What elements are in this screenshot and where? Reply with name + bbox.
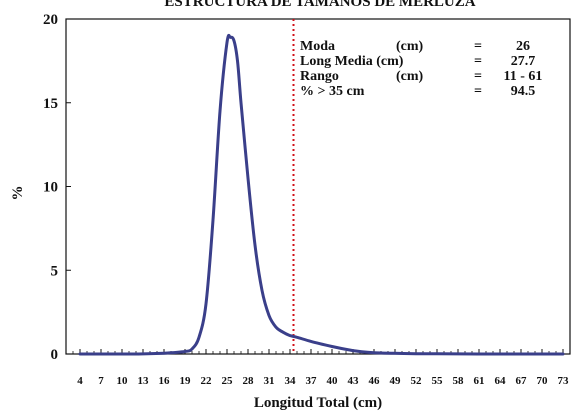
annotation-label: % > 35 cm — [300, 84, 365, 99]
y-axis-label: % — [10, 186, 26, 201]
series-group — [78, 33, 565, 356]
y-tick-label: 20 — [43, 12, 58, 28]
x-tick-label: 43 — [348, 375, 360, 387]
stats-annotations: Moda (cm) = 26 Long Media (cm) = 27.7 Rango (cm)… — [300, 39, 542, 99]
x-tick-label: 34 — [285, 375, 297, 387]
y-tick-label: 15 — [43, 96, 58, 112]
x-tick-label: 19 — [180, 375, 192, 387]
y-tick-label: 0 — [51, 347, 59, 363]
x-tick-label: 40 — [327, 375, 339, 387]
x-tick-label: 61 — [474, 375, 485, 387]
x-tick-label: 70 — [537, 375, 549, 387]
annotation-value: 94.5 — [511, 84, 536, 99]
x-tick-label: 37 — [306, 375, 318, 387]
annotation-unit: (cm) — [396, 69, 424, 84]
x-tick-label: 25 — [222, 375, 234, 387]
y-axis: 0 5 10 15 20 — [43, 12, 71, 363]
x-tick-label: 58 — [453, 375, 465, 387]
y-tick-label: 5 — [51, 263, 59, 279]
x-tick-label: 64 — [495, 375, 507, 387]
annotation-label: Rango — [300, 69, 339, 84]
x-tick-label: 4 — [77, 375, 83, 387]
x-axis-label: Longitud Total (cm) — [254, 395, 382, 411]
annotation-label: Moda — [300, 39, 335, 54]
x-tick-label: 55 — [432, 375, 444, 387]
x-tick-label: 7 — [98, 375, 104, 387]
y-tick-label: 10 — [43, 180, 58, 196]
x-tick-label: 52 — [411, 375, 423, 387]
annotation-value: 11 - 61 — [504, 69, 543, 84]
annotation-equals: = — [474, 39, 482, 54]
annotation-equals: = — [474, 54, 482, 69]
annotation-value: 27.7 — [511, 54, 536, 69]
annotation-label: Long Media (cm) — [300, 54, 404, 69]
chart-title: ESTRUCTURA DE TAMAÑOS DE MERLUZA — [164, 0, 475, 10]
x-tick-label: 67 — [516, 375, 528, 387]
x-tick-label: 73 — [558, 375, 570, 387]
annotation-equals: = — [474, 69, 482, 84]
x-tick-label: 46 — [369, 375, 381, 387]
x-tick-label: 22 — [201, 375, 213, 387]
annotation-equals: = — [474, 84, 482, 99]
x-tick-label: 10 — [117, 375, 129, 387]
x-tick-label: 31 — [264, 375, 275, 387]
annotation-unit: (cm) — [396, 39, 424, 54]
x-tick-label: 28 — [243, 375, 255, 387]
x-tick-label: 49 — [390, 375, 402, 387]
series-line — [78, 33, 565, 356]
x-tick-label: 16 — [159, 375, 171, 387]
annotation-value: 26 — [516, 39, 530, 54]
x-tick-label: 13 — [138, 375, 150, 387]
